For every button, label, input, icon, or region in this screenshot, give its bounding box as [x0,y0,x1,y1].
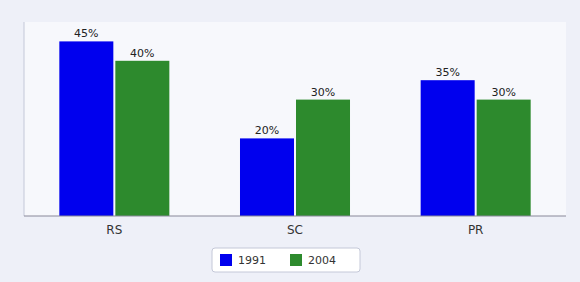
bar [240,138,294,216]
bar [477,100,531,216]
data-label: 20% [255,124,279,137]
bar [296,100,350,216]
chart-svg: 45% 20% 35% 40% 30% 30% RS SC PR 1991 2004 [0,0,580,282]
data-label: 35% [435,66,459,79]
data-label: 40% [130,47,154,60]
legend: 1991 2004 [212,248,360,272]
legend-label: 1991 [238,254,266,267]
legend-swatch [290,254,302,266]
x-axis-line [24,216,566,217]
x-tick-label: PR [468,223,484,237]
legend-swatch [220,254,232,266]
x-tick-label: SC [287,223,303,237]
y-axis-line [24,22,25,216]
plot-background [24,22,566,216]
bar [421,80,475,216]
chart-container: 45% 20% 35% 40% 30% 30% RS SC PR 1991 2004 [0,0,580,282]
data-labels: 45% 20% 35% 40% 30% 30% [74,27,516,137]
data-label: 30% [491,86,515,99]
legend-box [212,248,360,272]
data-label: 45% [74,27,98,40]
bar [59,41,113,216]
x-tick-label: RS [106,223,122,237]
data-label: 30% [311,86,335,99]
legend-label: 2004 [308,254,336,267]
background [0,0,580,282]
bars [59,41,530,216]
bar [115,61,169,216]
